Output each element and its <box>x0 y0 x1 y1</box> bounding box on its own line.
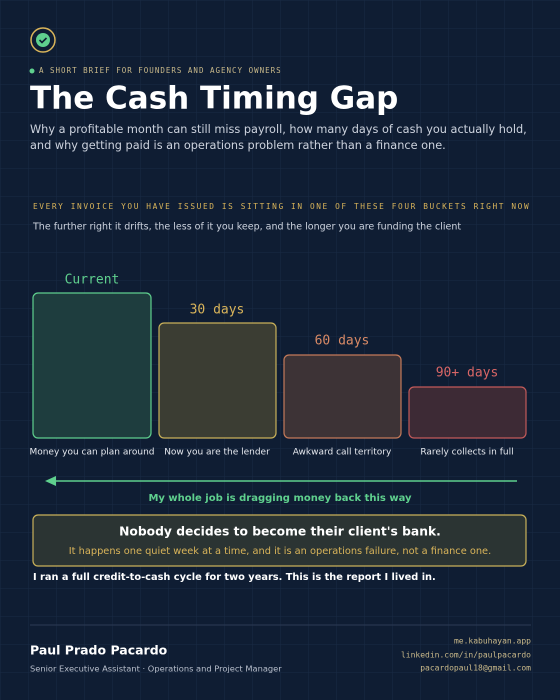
subtitle: and why getting paid is an operations pr… <box>30 139 446 152</box>
bucket-label: 30 days <box>190 303 245 318</box>
bucket: 90+ days Rarely collects in full <box>408 366 527 458</box>
bucket-caption: Now you are the lender <box>164 448 270 458</box>
section-note: The further right it drifts, the less of… <box>32 222 461 233</box>
bucket: 30 days Now you are the lender <box>158 303 277 458</box>
callout-box <box>32 514 527 567</box>
bucket-caption: Rarely collects in full <box>420 448 513 458</box>
author-name: Paul Prado Pacardo <box>30 643 168 658</box>
title: The Cash Timing Gap <box>30 81 398 117</box>
bucket-label: 60 days <box>315 334 370 349</box>
section-label: EVERY INVOICE YOU HAVE ISSUED IS SITTING… <box>33 202 530 211</box>
subtitle: Why a profitable month can still miss pa… <box>30 123 527 136</box>
arrow <box>45 476 517 486</box>
author-role: Senior Executive Assistant · Operations … <box>30 664 282 674</box>
bucket-caption: Awkward call territory <box>293 448 392 458</box>
link[interactable]: linkedin.com/in/paulpacardo <box>401 651 531 660</box>
bucket-label: Current <box>65 273 120 288</box>
eyebrow: A SHORT BRIEF FOR FOUNDERS AND AGENCY OW… <box>39 66 282 75</box>
statement: I ran a full credit-to-cash cycle for tw… <box>33 572 436 583</box>
link[interactable]: me.kabuhayan.app <box>454 637 531 646</box>
arrow-caption: My whole job is dragging money back this… <box>148 493 412 504</box>
callout-body: It happens one quiet week at a time, and… <box>69 546 491 557</box>
bucket-label: 90+ days <box>436 366 499 381</box>
link[interactable]: pacardopaul18@gmail.com <box>420 664 531 673</box>
logo <box>30 27 56 53</box>
bucket: 60 days Awkward call territory <box>283 334 402 458</box>
bucket: Current Money you can plan around <box>29 273 154 458</box>
bucket-caption: Money you can plan around <box>29 448 154 458</box>
eyebrow-dot <box>29 68 35 74</box>
callout-headline: Nobody decides to become their client's … <box>119 525 441 539</box>
